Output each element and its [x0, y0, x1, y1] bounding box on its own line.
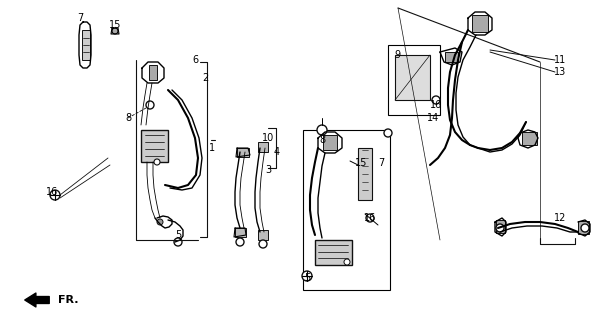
Bar	[237, 148, 249, 157]
Text: 8: 8	[319, 135, 325, 145]
Bar	[578, 221, 589, 234]
Text: 2: 2	[202, 73, 208, 83]
Bar	[496, 220, 505, 233]
Bar	[141, 130, 168, 162]
Circle shape	[157, 219, 163, 225]
Bar	[315, 240, 352, 265]
Circle shape	[496, 224, 504, 232]
Bar	[522, 132, 537, 145]
Text: 5: 5	[304, 273, 310, 283]
Text: 10: 10	[262, 133, 274, 143]
Circle shape	[174, 238, 182, 246]
Bar	[258, 142, 268, 152]
Circle shape	[366, 214, 374, 222]
FancyArrowPatch shape	[25, 293, 49, 307]
Text: 5: 5	[175, 230, 181, 240]
Circle shape	[259, 240, 267, 248]
Text: 16: 16	[46, 187, 58, 197]
Bar	[149, 65, 157, 80]
Text: 16: 16	[364, 213, 376, 223]
Text: 6: 6	[192, 55, 198, 65]
Bar	[323, 135, 337, 150]
Bar	[235, 228, 246, 237]
Text: 12: 12	[554, 213, 566, 223]
Circle shape	[154, 159, 160, 165]
Text: 8: 8	[125, 113, 131, 123]
Circle shape	[112, 28, 118, 34]
Circle shape	[50, 190, 60, 200]
Text: 15: 15	[109, 20, 121, 30]
Circle shape	[344, 259, 350, 265]
Bar	[258, 230, 268, 240]
Circle shape	[302, 271, 312, 281]
Text: 16: 16	[430, 100, 442, 110]
Text: 7: 7	[378, 158, 384, 168]
Text: 3: 3	[265, 165, 271, 175]
Text: 4: 4	[274, 147, 280, 157]
Text: 1: 1	[209, 143, 215, 153]
Bar	[388, 45, 440, 115]
Bar	[303, 130, 390, 290]
Circle shape	[384, 129, 392, 137]
Bar	[445, 52, 458, 62]
Text: 11: 11	[554, 55, 566, 65]
Bar	[472, 15, 488, 32]
Circle shape	[236, 238, 244, 246]
Text: 15: 15	[355, 158, 367, 168]
Circle shape	[317, 125, 327, 135]
Bar	[395, 55, 430, 100]
Text: 9: 9	[394, 50, 400, 60]
Circle shape	[146, 101, 154, 109]
Text: 7: 7	[77, 13, 83, 23]
Circle shape	[432, 96, 440, 104]
Bar	[358, 148, 372, 200]
Text: 14: 14	[427, 113, 439, 123]
Text: FR.: FR.	[58, 295, 79, 305]
Bar	[82, 30, 90, 60]
Circle shape	[581, 224, 589, 232]
Text: 13: 13	[554, 67, 566, 77]
